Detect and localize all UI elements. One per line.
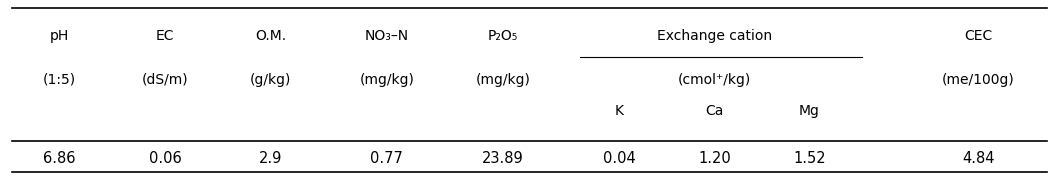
Text: 2.9: 2.9: [259, 151, 283, 166]
Text: CEC: CEC: [965, 29, 992, 43]
Text: (me/100g): (me/100g): [943, 73, 1015, 87]
Text: (mg/kg): (mg/kg): [359, 73, 414, 87]
Text: (mg/kg): (mg/kg): [475, 73, 531, 87]
Text: Mg: Mg: [798, 104, 820, 118]
Text: 4.84: 4.84: [963, 151, 994, 166]
Text: Exchange cation: Exchange cation: [657, 29, 772, 43]
Text: 0.04: 0.04: [603, 151, 635, 166]
Text: 23.89: 23.89: [482, 151, 524, 166]
Text: (dS/m): (dS/m): [142, 73, 189, 87]
Text: pH: pH: [50, 29, 69, 43]
Text: 6.86: 6.86: [43, 151, 76, 166]
Text: (cmol⁺/kg): (cmol⁺/kg): [678, 73, 751, 87]
Text: P₂O₅: P₂O₅: [488, 29, 518, 43]
Text: 0.06: 0.06: [148, 151, 181, 166]
Text: (g/kg): (g/kg): [250, 73, 291, 87]
Text: 0.77: 0.77: [371, 151, 403, 166]
Text: NO₃–N: NO₃–N: [365, 29, 409, 43]
Text: K: K: [615, 104, 624, 118]
Text: Ca: Ca: [705, 104, 723, 118]
Text: O.M.: O.M.: [255, 29, 286, 43]
Text: (1:5): (1:5): [43, 73, 76, 87]
Text: 1.52: 1.52: [793, 151, 826, 166]
Text: EC: EC: [156, 29, 175, 43]
Text: 1.20: 1.20: [698, 151, 731, 166]
